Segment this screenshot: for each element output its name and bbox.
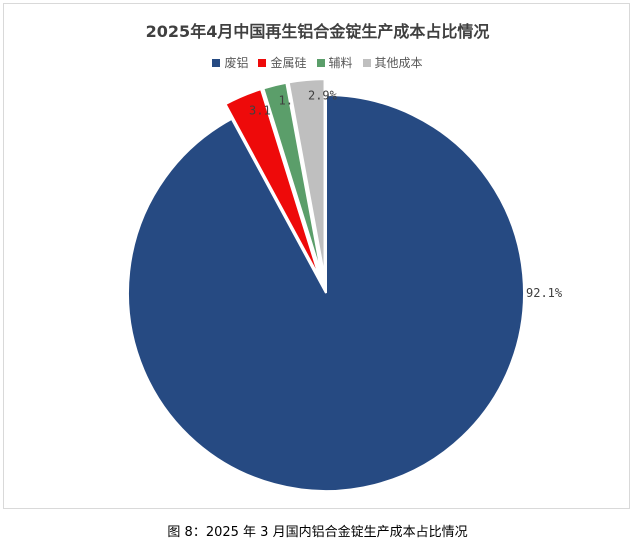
legend-swatch — [258, 58, 267, 67]
legend-item-auxiliary: 辅料 — [316, 54, 353, 71]
pie-slice-scrap-aluminum — [127, 93, 525, 492]
data-label: 2.9% — [308, 89, 338, 103]
legend-label: 废铝 — [224, 56, 249, 70]
pie-slice-auxiliary — [262, 81, 324, 278]
data-label: 92.1% — [526, 286, 563, 300]
figure-caption: 图 8：2025 年 3 月国内铝合金锭生产成本占比情况 — [167, 525, 468, 540]
pie-chart: 92.1%3.1%1.9%2.9% — [127, 78, 563, 492]
legend-item-scrap-aluminum: 废铝 — [212, 54, 248, 71]
legend-swatch — [316, 58, 325, 67]
legend-label: 辅料 — [328, 56, 353, 70]
legend-label: 其他成本 — [374, 56, 423, 70]
pie-slice-other-cost — [287, 78, 326, 278]
chart-legend: 废铝 金属硅 辅料 其他成本 — [0, 54, 635, 71]
pie-slice-silicon — [224, 87, 321, 279]
legend-item-silicon: 金属硅 — [258, 54, 307, 71]
chart-title: 2025年4月中国再生铝合金锭生产成本占比情况 — [145, 22, 490, 41]
legend-item-other-cost: 其他成本 — [362, 54, 423, 71]
legend-swatch — [212, 58, 221, 67]
legend-label: 金属硅 — [270, 56, 307, 70]
legend-swatch — [362, 58, 371, 67]
